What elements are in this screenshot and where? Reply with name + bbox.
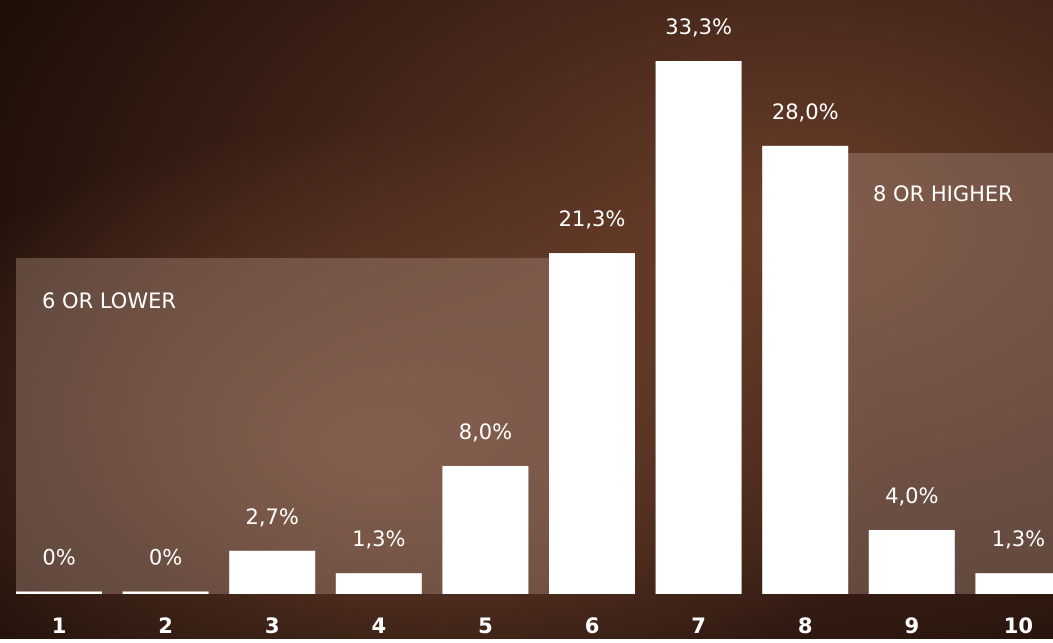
x-tick-label: 3: [265, 614, 280, 638]
bar: [655, 61, 742, 594]
value-label: 33,3%: [665, 15, 732, 39]
annotation: 6 OR LOWER: [42, 289, 176, 313]
value-label: 1,3%: [992, 527, 1045, 551]
bar: [762, 145, 849, 594]
x-tick-label: 10: [1004, 614, 1033, 638]
x-tick-label: 4: [371, 614, 386, 638]
x-tick-label: 9: [904, 614, 919, 638]
x-tick-label: 2: [158, 614, 173, 638]
value-label: 8,0%: [459, 420, 512, 444]
value-label: 2,7%: [246, 505, 299, 529]
value-label: 4,0%: [885, 484, 938, 508]
x-tick-label: 7: [691, 614, 706, 638]
high-range-box: [848, 153, 1053, 594]
bar: [975, 573, 1053, 594]
bar: [122, 591, 209, 594]
annotation: 8 OR HIGHER: [873, 182, 1013, 206]
bar: [16, 591, 102, 594]
x-tick-label: 1: [52, 614, 67, 638]
x-tick-label: 6: [585, 614, 600, 638]
value-label: 0%: [42, 546, 75, 570]
bar: [229, 550, 316, 594]
x-tick-label: 8: [798, 614, 813, 638]
bar: [335, 573, 422, 594]
value-label: 21,3%: [559, 207, 626, 231]
value-label: 1,3%: [352, 527, 405, 551]
value-label: 0%: [149, 546, 182, 570]
bar: [549, 253, 635, 594]
bar: [442, 465, 529, 594]
bar: [868, 529, 955, 594]
x-tick-label: 5: [478, 614, 493, 638]
value-label: 28,0%: [772, 100, 839, 124]
